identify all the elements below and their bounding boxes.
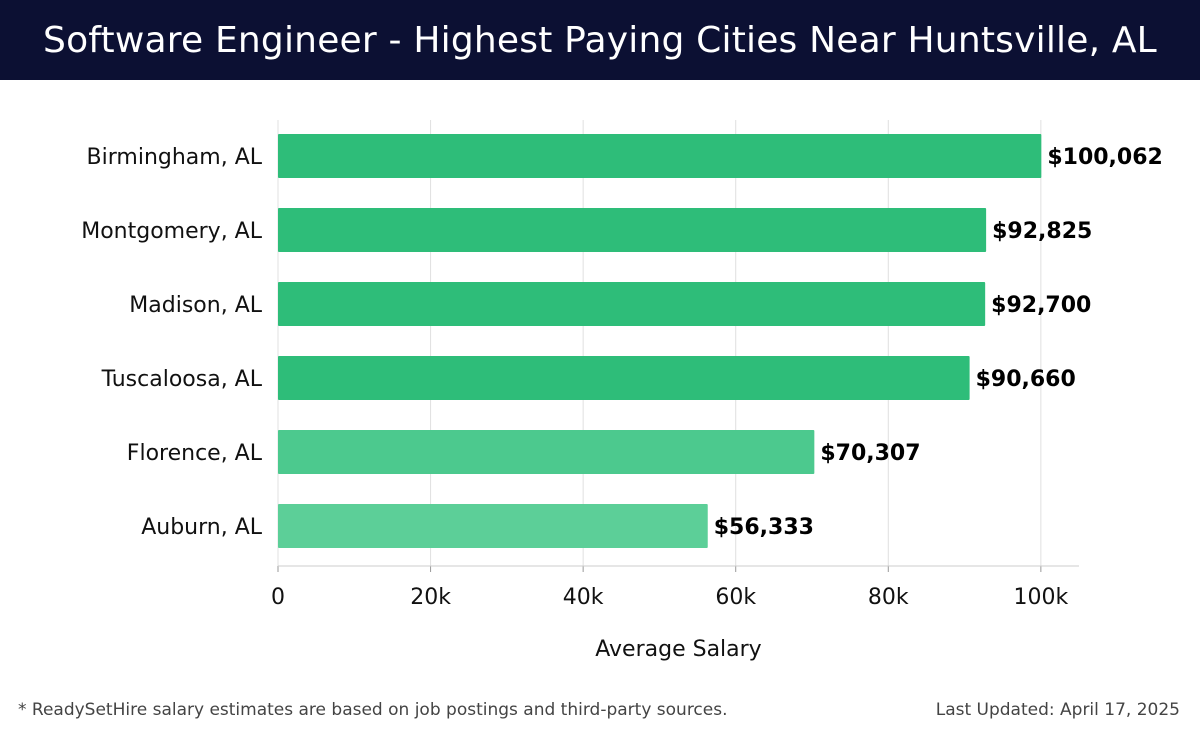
bar	[278, 134, 1042, 178]
category-label: Montgomery, AL	[81, 219, 263, 244]
bar	[278, 356, 970, 400]
bars	[278, 134, 1042, 548]
value-label: $92,825	[992, 219, 1092, 244]
bar-chart: Birmingham, AL Montgomery, AL Madison, AL T…	[81, 120, 1163, 662]
chart-title: Software Engineer - Highest Paying Citie…	[43, 19, 1157, 61]
category-label: Madison, AL	[129, 293, 262, 318]
x-axis: 0 20k 40k 60k 80k 100k	[271, 565, 1079, 610]
value-label: $56,333	[714, 515, 814, 540]
bar	[278, 430, 815, 474]
bar	[278, 282, 986, 326]
category-label: Birmingham, AL	[87, 145, 263, 170]
category-label: Auburn, AL	[141, 515, 263, 540]
x-tick-label: 20k	[410, 585, 451, 610]
x-axis-title: Average Salary	[595, 637, 761, 662]
value-label: $100,062	[1047, 145, 1163, 170]
footer-note: * ReadySetHire salary estimates are base…	[18, 700, 728, 720]
value-labels: $100,062 $92,825 $92,700 $90,660 $70,307 $56,…	[714, 145, 1163, 540]
bar	[278, 504, 708, 548]
x-tick-label: 100k	[1013, 585, 1068, 610]
value-label: $90,660	[976, 367, 1076, 392]
grid-lines	[277, 120, 1042, 566]
x-tick-label: 60k	[715, 585, 756, 610]
category-label: Tuscaloosa, AL	[101, 367, 263, 392]
category-labels: Birmingham, AL Montgomery, AL Madison, AL T…	[81, 145, 263, 540]
category-label: Florence, AL	[127, 441, 263, 466]
last-updated: Last Updated: April 17, 2025	[935, 700, 1180, 720]
bar	[278, 208, 987, 252]
x-tick-label: 40k	[563, 585, 604, 610]
x-tick-label: 80k	[868, 585, 909, 610]
chart-header: Software Engineer - Highest Paying Citie…	[0, 0, 1200, 80]
value-label: $70,307	[820, 441, 920, 466]
x-tick-label: 0	[271, 585, 285, 610]
value-label: $92,700	[991, 293, 1091, 318]
